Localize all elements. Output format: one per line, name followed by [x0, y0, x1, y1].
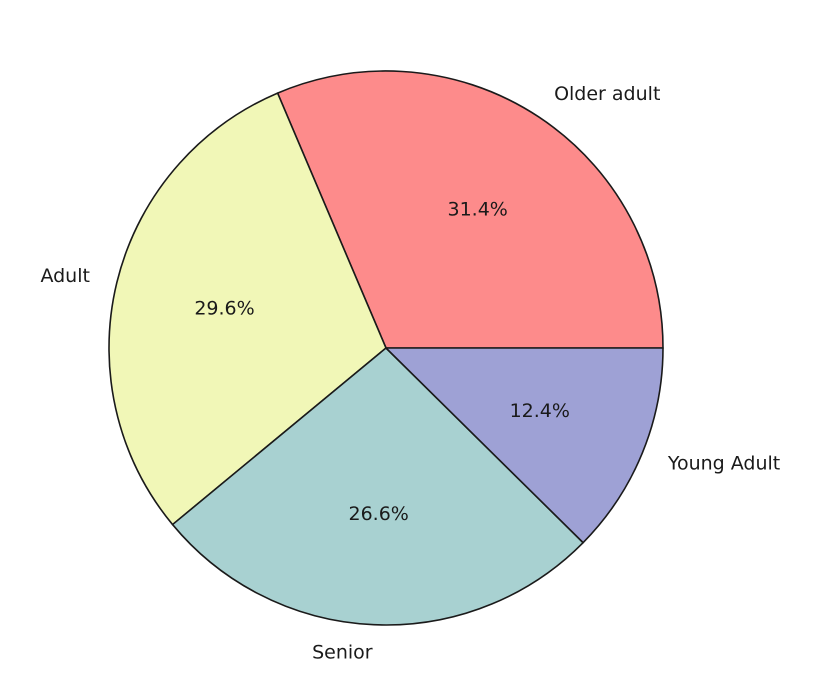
pie-pct-label-adult: 29.6% — [194, 298, 254, 320]
pie-pct-label-young-adult: 12.4% — [510, 400, 570, 422]
pie-pct-label-senior: 26.6% — [349, 503, 409, 525]
pie-slice-senior — [171, 347, 584, 626]
pie-labels: 31.4% Older adult 29.6% Adult 26.6% Senior 12.… — [40, 83, 780, 664]
pie-slices — [108, 70, 664, 626]
pie-category-label-senior: Senior — [312, 641, 373, 663]
pie-category-label-young-adult: Young Adult — [667, 453, 780, 475]
pie-pct-label-older-adult: 31.4% — [448, 198, 508, 220]
pie-category-label-older-adult: Older adult — [554, 83, 660, 105]
pie-category-label-adult: Adult — [40, 265, 90, 287]
pie-slice-older-adult — [276, 70, 664, 349]
pie-slice-adult — [108, 92, 387, 526]
pie-slice-young-adult — [385, 347, 664, 544]
